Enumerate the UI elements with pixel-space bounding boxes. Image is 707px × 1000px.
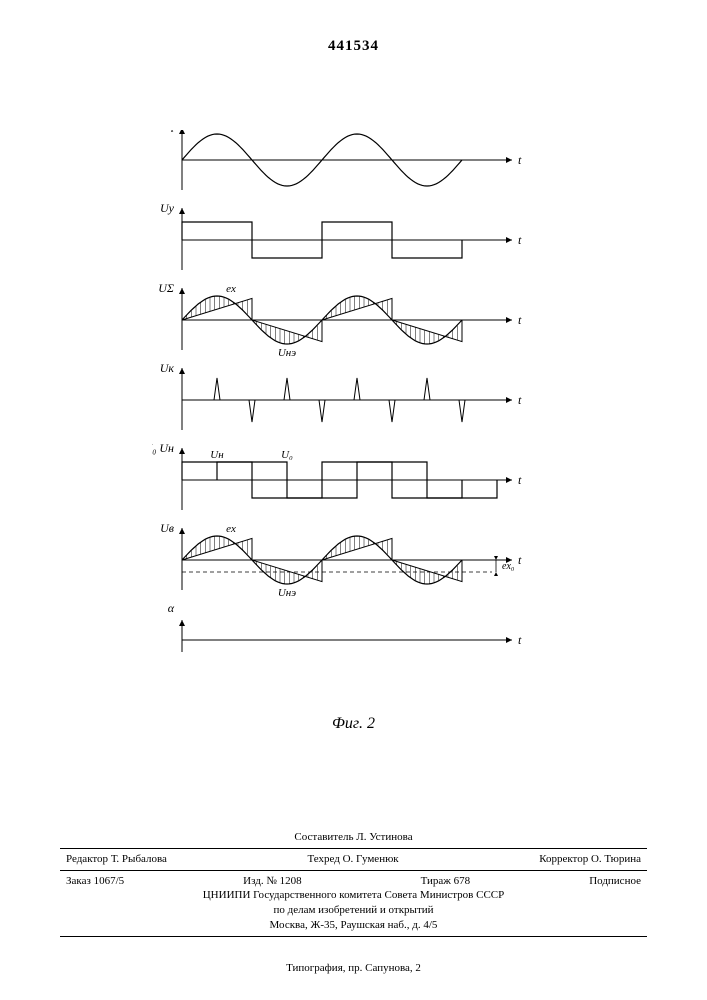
svg-text:UΣ: UΣ (158, 281, 174, 295)
editor-label: Редактор (66, 853, 108, 865)
svg-text:Uнэ: Uнэ (278, 347, 296, 359)
svg-text:Uв: Uв (160, 521, 174, 535)
figure-2: i t Uу t UΣ t eх Uнэ Uк t U₀ Uн t Uн U₀ Uв t eх Uнэ eх₀ α t (152, 130, 552, 715)
tirage-value: 678 (454, 875, 471, 887)
svg-text:t: t (518, 553, 522, 567)
order-label: Заказ (66, 875, 91, 887)
svg-text:t: t (518, 393, 522, 407)
svg-text:t: t (518, 313, 522, 327)
order-value: 1067/5 (94, 875, 125, 887)
svg-text:eх: eх (226, 523, 236, 535)
document-number: 441534 (0, 38, 707, 55)
tirage-label: Тираж (421, 875, 451, 887)
printer-line: Типография, пр. Сапунова, 2 (0, 962, 707, 974)
svg-text:Uнэ: Uнэ (278, 587, 296, 599)
colophon: Составитель Л. Устинова Редактор Т. Рыба… (60, 830, 647, 940)
svg-text:t: t (518, 473, 522, 487)
org-line-2: по делам изобретений и открытий (60, 903, 647, 918)
org-line-1: ЦНИИПИ Государственного комитета Совета … (60, 888, 647, 903)
svg-text:t: t (518, 153, 522, 167)
compiler-name: Л. Устинова (356, 831, 412, 843)
svg-text:i: i (171, 130, 174, 135)
figure-caption: Фиг. 2 (0, 715, 707, 733)
svg-text:eх₀: eх₀ (502, 561, 515, 572)
svg-text:α: α (168, 601, 175, 615)
svg-text:U₀ Uн: U₀ Uн (152, 441, 174, 455)
svg-text:Uн: Uн (210, 449, 224, 461)
corrector-name: О. Тюрина (591, 853, 641, 865)
svg-text:U₀: U₀ (281, 449, 293, 461)
techred-name: О. Гуменюк (343, 853, 399, 865)
svg-text:eх: eх (226, 283, 236, 295)
editor-name: Т. Рыбалова (111, 853, 167, 865)
svg-text:Uу: Uу (160, 201, 175, 215)
techred-label: Техред (307, 853, 339, 865)
izd-value: 1208 (280, 875, 302, 887)
compiler-label: Составитель (294, 831, 353, 843)
org-address: Москва, Ж-35, Раушская наб., д. 4/5 (60, 918, 647, 933)
subscription-label: Подписное (589, 874, 641, 889)
izd-label: Изд. № (243, 875, 277, 887)
svg-text:Uк: Uк (160, 361, 175, 375)
page: 441534 i t Uу t UΣ t eх Uнэ Uк t U₀ Uн t Uн U₀ Uв t eх Uн… (0, 0, 707, 1000)
svg-text:t: t (518, 233, 522, 247)
corrector-label: Корректор (539, 853, 588, 865)
svg-text:t: t (518, 633, 522, 647)
